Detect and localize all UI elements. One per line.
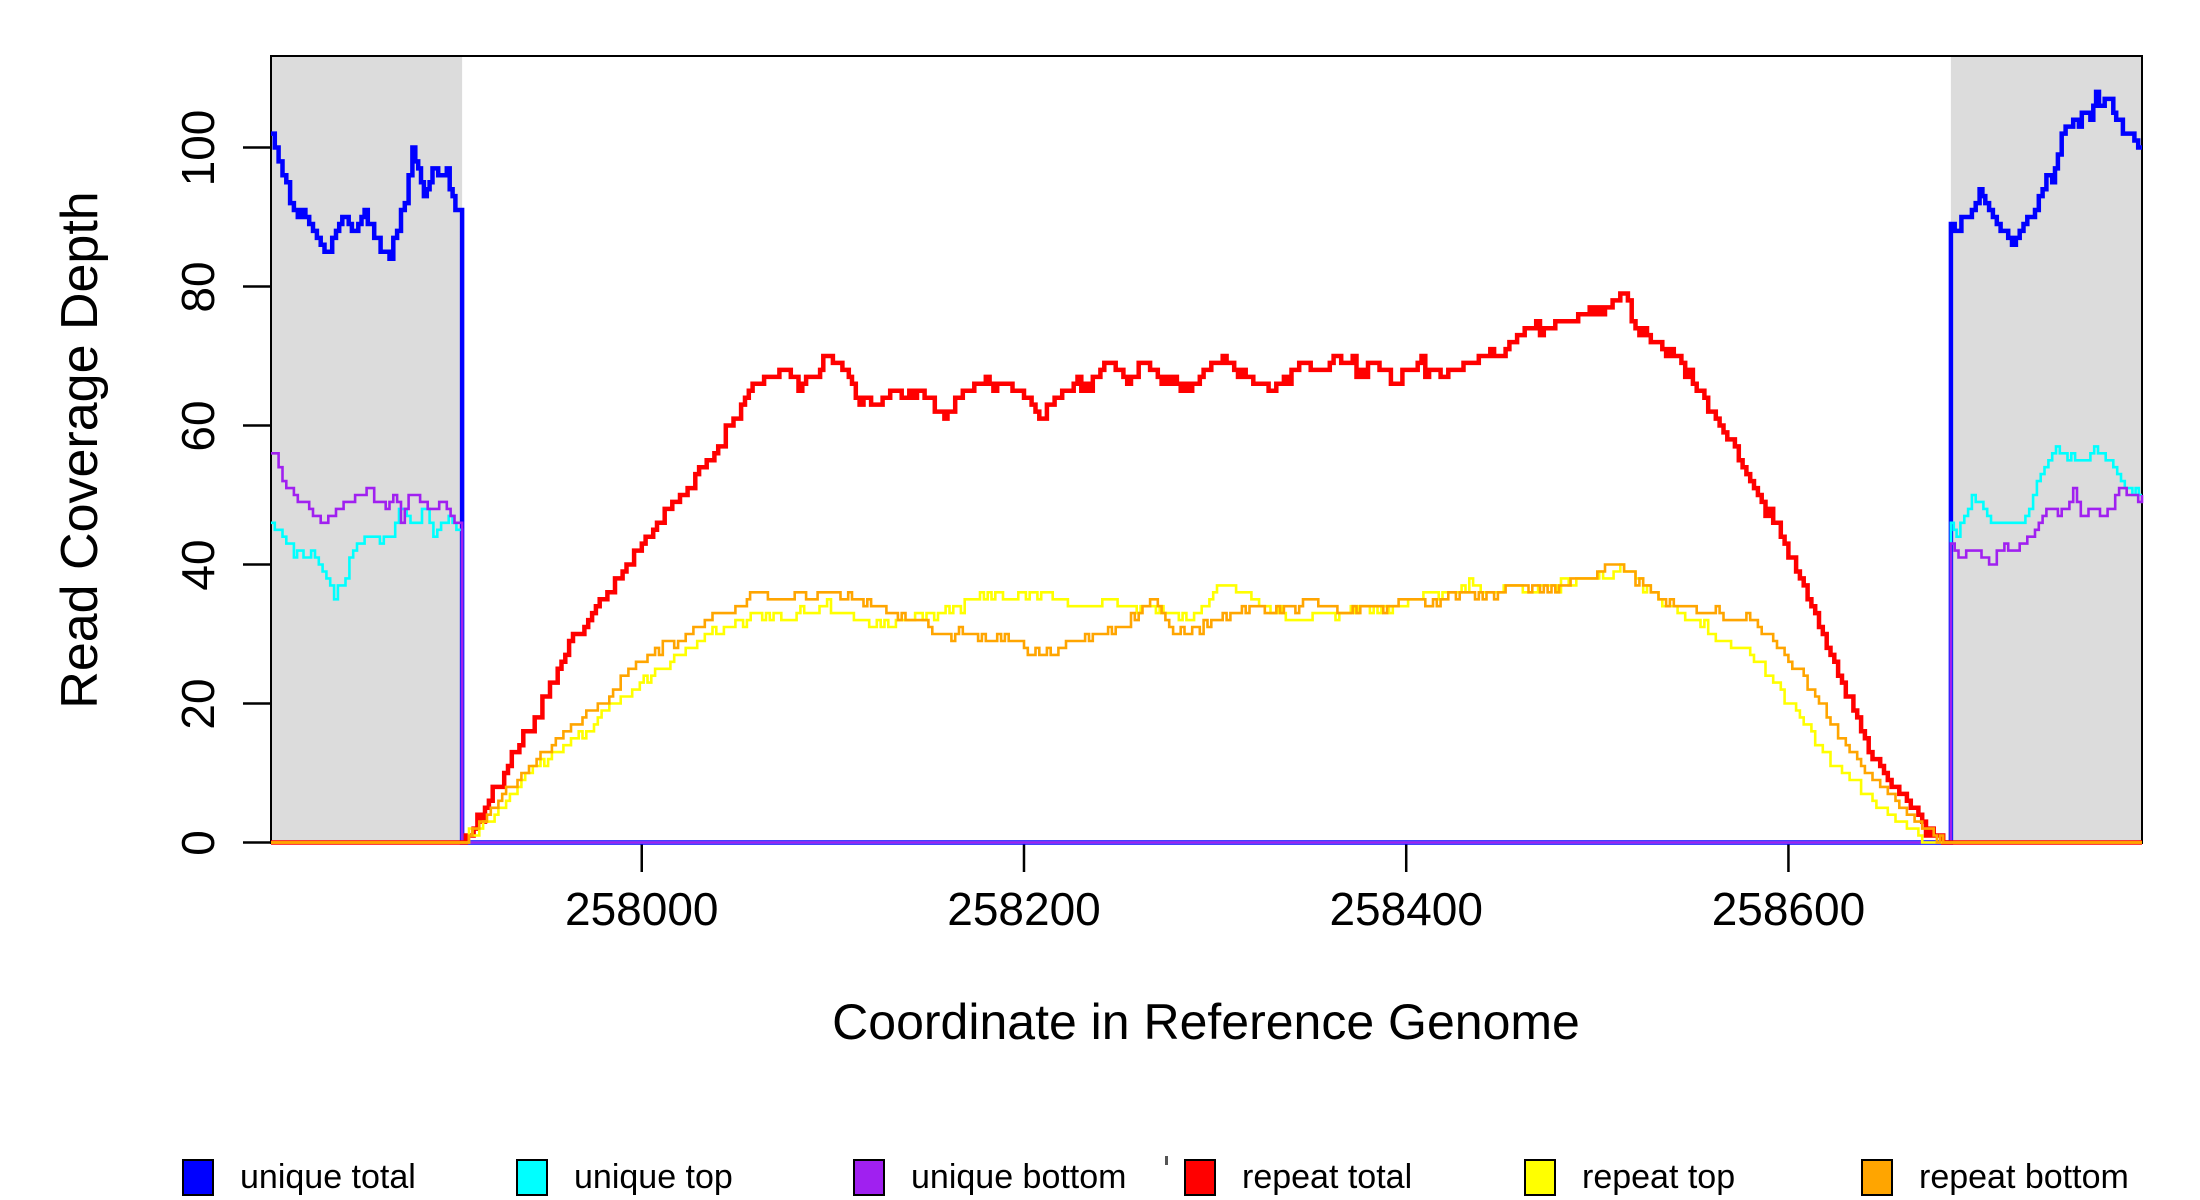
- legend-swatch-unique-total: [182, 1159, 214, 1196]
- legend-label: repeat bottom: [1919, 1158, 2129, 1196]
- series-repeat-total: [271, 291, 2142, 845]
- legend-label: repeat total: [1242, 1158, 1413, 1196]
- legend-swatch-unique-bottom: [853, 1159, 885, 1196]
- legend-swatch-repeat-top: [1524, 1159, 1556, 1196]
- x-tick-label: 258000: [565, 883, 719, 935]
- y-tick-label: 0: [172, 829, 224, 856]
- legend-label: unique bottom: [911, 1158, 1127, 1196]
- stray-mark: [1165, 1156, 1168, 1165]
- legend-item-unique-top: unique top: [516, 1158, 733, 1197]
- legend-item-repeat-bottom: repeat bottom: [1861, 1158, 2129, 1197]
- x-tick-label: 258400: [1329, 883, 1483, 935]
- y-tick-label: 40: [172, 538, 224, 591]
- legend-item-unique-bottom: unique bottom: [853, 1158, 1127, 1197]
- legend-label: unique total: [240, 1158, 416, 1196]
- y-axis-title: Read Coverage Depth: [51, 191, 109, 709]
- y-tick-label: 100: [172, 109, 224, 186]
- x-tick-label: 258600: [1711, 883, 1866, 935]
- legend-swatch-unique-top: [516, 1159, 548, 1196]
- coverage-curves: [271, 89, 2144, 845]
- x-axis-title: Coordinate in Reference Genome: [832, 994, 1580, 1050]
- legend-swatch-repeat-total: [1184, 1159, 1216, 1196]
- legend-swatch-repeat-bottom: [1861, 1159, 1893, 1196]
- legend-label: repeat top: [1582, 1158, 1736, 1196]
- legend-item-repeat-top: repeat top: [1524, 1158, 1735, 1197]
- y-tick-label: 80: [172, 260, 224, 313]
- y-tick-label: 60: [172, 399, 224, 452]
- legend-item-repeat-total: repeat total: [1184, 1158, 1412, 1197]
- series-unique-bottom: [271, 452, 2144, 844]
- y-tick-label: 20: [172, 677, 224, 730]
- series-repeat-top: [271, 563, 2142, 844]
- legend-label: unique top: [574, 1158, 733, 1196]
- x-tick-label: 258200: [947, 883, 1101, 935]
- axis-ticks: [243, 146, 1790, 872]
- legend-item-unique-total: unique total: [182, 1158, 416, 1197]
- series-repeat-bottom: [271, 563, 2142, 844]
